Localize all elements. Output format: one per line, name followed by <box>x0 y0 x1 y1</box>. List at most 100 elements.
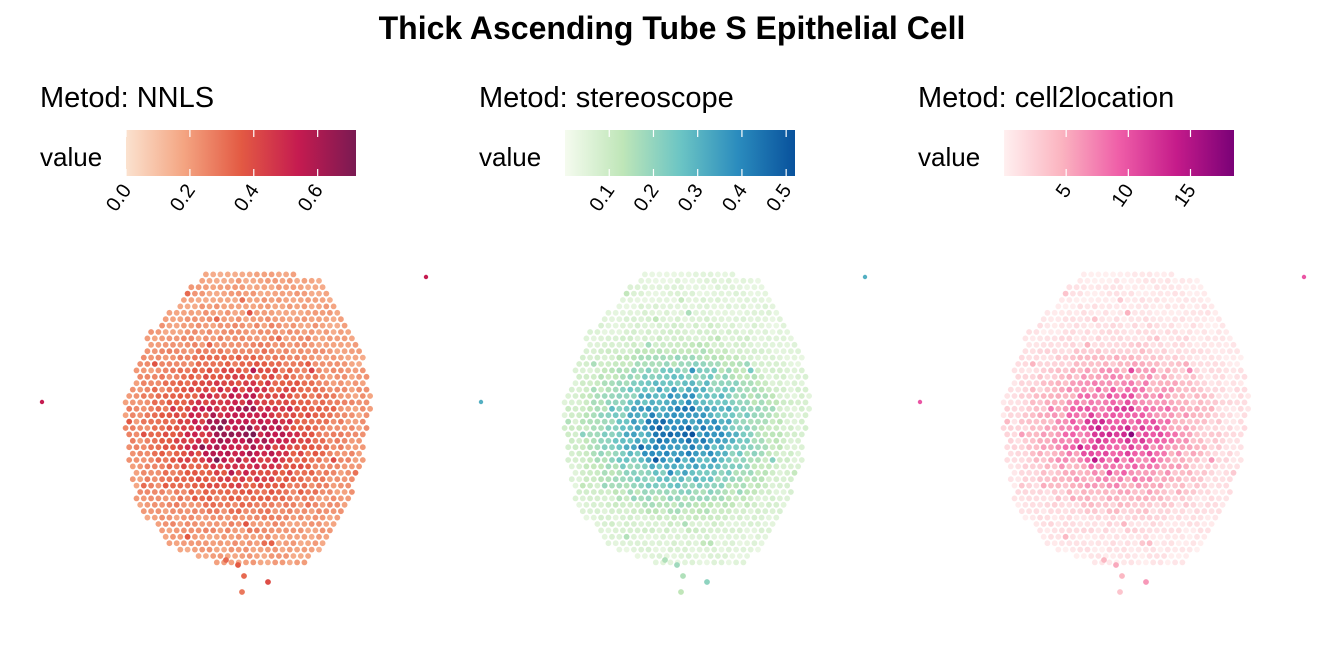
spot <box>1011 482 1018 489</box>
spot <box>568 412 575 419</box>
spot <box>192 393 198 399</box>
spot <box>1168 399 1175 406</box>
spot <box>265 482 271 489</box>
spot <box>685 501 692 508</box>
spot <box>199 277 206 284</box>
spot <box>707 297 714 303</box>
spot <box>693 553 699 559</box>
spot <box>1172 508 1178 515</box>
spot <box>221 482 228 489</box>
spot <box>312 450 319 457</box>
spot <box>1124 553 1131 559</box>
spot <box>1048 508 1054 515</box>
spot <box>740 393 747 399</box>
spot <box>254 271 260 278</box>
spot <box>1081 540 1087 547</box>
spot <box>250 418 257 425</box>
spot <box>572 495 579 502</box>
spot <box>609 418 615 425</box>
spot <box>740 431 747 438</box>
spot <box>594 329 601 335</box>
spot <box>1066 386 1073 393</box>
spot <box>206 405 213 412</box>
spot <box>239 501 246 508</box>
spot <box>1040 469 1047 476</box>
spot <box>1048 495 1054 502</box>
spot <box>802 412 809 419</box>
spot <box>1077 316 1084 323</box>
spot <box>609 316 615 323</box>
spot <box>173 309 180 316</box>
spot <box>1190 386 1197 393</box>
spot <box>777 341 783 348</box>
spot <box>601 418 608 425</box>
spot <box>1018 405 1025 412</box>
spot <box>1230 469 1237 476</box>
spot <box>627 450 634 457</box>
spot <box>671 463 677 470</box>
spot <box>623 533 630 540</box>
spot <box>217 373 224 380</box>
spot <box>696 457 703 463</box>
spot <box>755 418 761 425</box>
spot <box>707 322 714 329</box>
spot <box>1143 521 1149 527</box>
spot <box>682 277 688 284</box>
spot <box>627 309 634 316</box>
spot <box>246 489 253 495</box>
spot <box>203 476 209 483</box>
spot <box>1201 316 1208 323</box>
spot <box>1219 489 1226 495</box>
spot <box>268 386 275 393</box>
spot <box>758 527 765 534</box>
spot <box>1081 412 1087 419</box>
spot <box>1048 393 1054 399</box>
spot <box>693 361 699 367</box>
spot <box>583 514 590 521</box>
spot <box>1205 386 1211 393</box>
spot <box>221 431 228 438</box>
spot <box>656 335 663 342</box>
spot <box>155 495 162 502</box>
spot <box>199 354 206 361</box>
spot <box>693 463 699 470</box>
spot <box>707 412 714 419</box>
spot <box>1055 469 1062 476</box>
spot <box>1197 501 1204 508</box>
spot <box>587 418 593 425</box>
spot <box>620 322 626 329</box>
spot <box>1037 386 1043 393</box>
spot <box>1026 482 1032 489</box>
spot <box>268 437 275 444</box>
spot <box>645 482 652 489</box>
spot <box>1037 348 1043 355</box>
spot <box>605 386 612 393</box>
spot <box>1081 463 1087 470</box>
spot <box>1154 412 1160 419</box>
spot <box>671 322 677 329</box>
spot <box>1018 354 1025 361</box>
spot <box>1022 399 1029 406</box>
spot <box>1044 514 1051 521</box>
spot <box>722 540 728 547</box>
spot <box>173 527 180 534</box>
spot <box>1022 501 1029 508</box>
spot <box>1110 514 1116 521</box>
spot <box>1135 341 1142 348</box>
spot <box>1091 482 1098 489</box>
spot <box>671 284 677 291</box>
spot <box>257 393 264 399</box>
spot <box>1106 495 1113 502</box>
spot <box>718 469 725 476</box>
spot <box>1059 437 1065 444</box>
spot <box>1095 489 1102 495</box>
spot <box>327 297 333 303</box>
spot <box>1183 527 1189 534</box>
spot <box>1172 405 1178 412</box>
spot <box>729 284 736 291</box>
spot <box>740 380 747 387</box>
spot <box>1161 309 1167 316</box>
spot <box>1223 329 1230 335</box>
spot <box>1164 469 1171 476</box>
spot <box>1077 418 1084 425</box>
